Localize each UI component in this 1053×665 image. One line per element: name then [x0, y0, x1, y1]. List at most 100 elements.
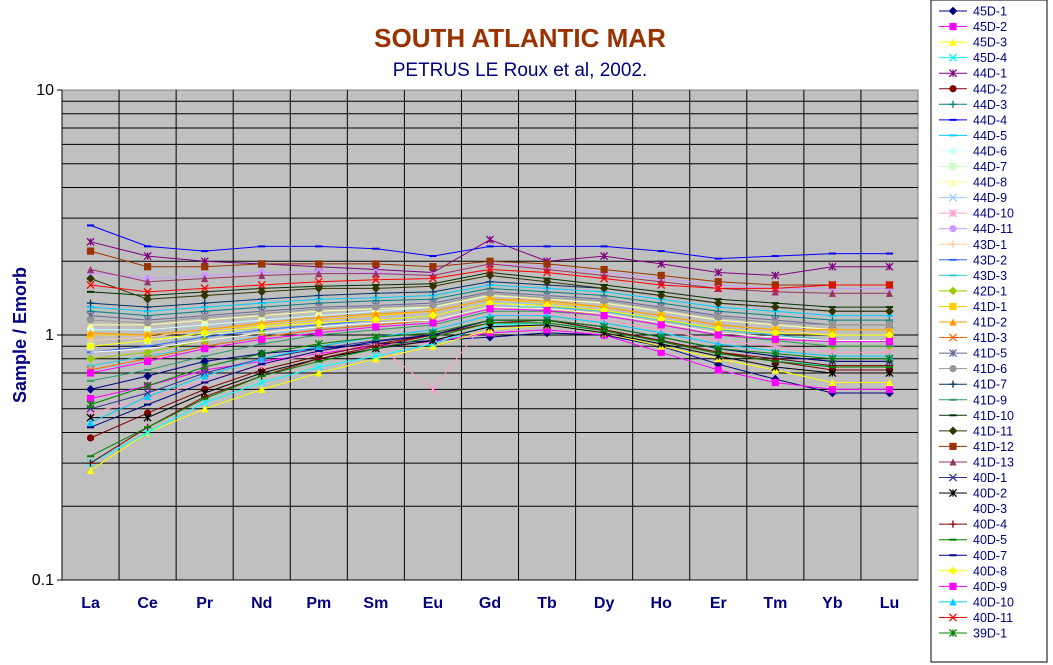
legend-label: 44D-9: [973, 191, 1007, 205]
data-point: [201, 263, 209, 271]
data-point: [315, 270, 323, 278]
data-point: [315, 369, 323, 377]
data-point: [771, 378, 779, 387]
data-point: [828, 368, 837, 378]
x-tick-label: Er: [710, 595, 727, 612]
data-point: [428, 282, 438, 291]
data-point: [258, 355, 266, 363]
data-point: [714, 278, 722, 286]
legend-marker: [949, 225, 957, 233]
data-point: [771, 288, 779, 296]
x-tick-label: Lu: [880, 595, 900, 612]
data-point: [314, 277, 323, 286]
legend-entry: 40D-11: [939, 611, 1013, 625]
data-point: [486, 312, 494, 320]
data-point: [600, 274, 609, 283]
legend-entry: 43D-2: [939, 253, 1007, 267]
legend-entry: 44D-10: [939, 207, 1014, 221]
series-40D-8: [86, 298, 894, 351]
legend-entry: 44D-6: [939, 144, 1007, 158]
data-point: [315, 305, 323, 313]
data-point: [315, 291, 323, 300]
data-point: [86, 400, 95, 409]
x-tick-label: Yb: [822, 595, 843, 612]
data-point: [371, 275, 380, 284]
legend-marker: [948, 209, 958, 218]
series-44D-4: [86, 224, 894, 260]
data-point: [485, 271, 495, 280]
data-point: [258, 271, 266, 280]
legend-marker: [948, 53, 958, 62]
data-point: [314, 284, 324, 293]
legend-label: 44D-4: [973, 113, 1007, 127]
legend-label: 44D-3: [973, 98, 1007, 112]
legend-entry: 45D-2: [939, 20, 1007, 34]
data-point: [86, 247, 95, 255]
legend-label: 41D-5: [973, 347, 1007, 361]
data-point: [143, 428, 152, 437]
data-point: [543, 260, 551, 268]
data-point: [771, 281, 779, 289]
data-point: [86, 434, 95, 442]
legend-marker: [949, 520, 957, 528]
data-point: [657, 333, 666, 342]
data-point: [257, 322, 267, 332]
legend-entry: 40D-9: [939, 580, 1007, 594]
data-point: [257, 287, 267, 297]
legend-entry: 44D-11: [939, 222, 1013, 236]
data-point: [429, 307, 437, 315]
x-tick-label: Tm: [763, 595, 787, 612]
data-point: [828, 385, 836, 393]
data-point: [714, 340, 722, 348]
data-point: [543, 326, 551, 334]
legend-entry: 44D-4: [939, 113, 1007, 127]
data-point: [771, 271, 780, 280]
data-point: [600, 312, 608, 320]
axes: 0.1 1 10 La Ce Pr Nd Pm Sm Eu Gd Tb Dy Ho Er Tm Yb Lu: [32, 82, 918, 612]
legend-label: 41D-11: [973, 424, 1013, 438]
data-point: [201, 345, 209, 353]
legend-label: 40D-9: [973, 580, 1007, 594]
data-point: [258, 385, 266, 393]
legend-entry: 41D-6: [939, 362, 1007, 376]
legend-marker: [949, 598, 957, 606]
data-point: [372, 310, 380, 318]
chart-title: SOUTH ATLANTIC MAR: [374, 23, 666, 53]
data-point: [885, 385, 894, 393]
data-point: [429, 342, 437, 350]
legend-marker: [949, 162, 957, 171]
data-point: [143, 371, 152, 381]
data-point: [828, 337, 836, 346]
data-point: [485, 316, 495, 325]
y-tick-label: 1: [45, 327, 54, 344]
data-point: [86, 329, 95, 337]
data-point: [144, 393, 152, 401]
data-point: [144, 409, 152, 417]
legend-entry: 44D-9: [939, 191, 1007, 205]
data-point: [86, 459, 95, 467]
legend-marker: [948, 426, 958, 436]
data-point: [771, 362, 780, 372]
data-point: [201, 372, 209, 380]
data-point: [885, 306, 894, 316]
legend-label: 40D-3: [973, 502, 1007, 516]
legend-marker: [949, 458, 957, 466]
legend-label: 43D-3: [973, 269, 1007, 283]
legend-entry: 40D-7: [939, 549, 1007, 563]
data-point: [144, 303, 152, 311]
data-point: [372, 303, 380, 311]
data-point: [657, 305, 665, 313]
legend-label: 40D-4: [973, 518, 1007, 532]
legend-entry: 43D-3: [939, 269, 1007, 283]
data-point: [657, 271, 665, 280]
data-point: [314, 339, 323, 348]
x-tick-label: Gd: [479, 595, 501, 612]
data-point: [257, 280, 266, 290]
data-point: [885, 262, 894, 271]
data-point: [143, 336, 152, 345]
y-tick-label: 10: [36, 82, 54, 99]
data-point: [144, 331, 152, 339]
legend-marker: [949, 147, 957, 155]
